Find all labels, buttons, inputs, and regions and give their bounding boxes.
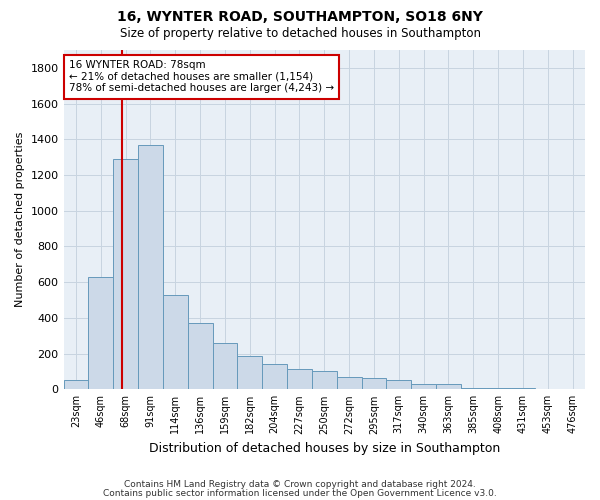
- Text: Size of property relative to detached houses in Southampton: Size of property relative to detached ho…: [119, 28, 481, 40]
- Text: Contains public sector information licensed under the Open Government Licence v3: Contains public sector information licen…: [103, 490, 497, 498]
- Bar: [262, 364, 287, 390]
- Bar: [511, 388, 535, 390]
- Bar: [337, 377, 362, 390]
- Bar: [287, 369, 312, 390]
- Bar: [138, 144, 163, 390]
- Bar: [411, 384, 436, 390]
- Text: Contains HM Land Registry data © Crown copyright and database right 2024.: Contains HM Land Registry data © Crown c…: [124, 480, 476, 489]
- Bar: [436, 384, 461, 390]
- Bar: [312, 370, 337, 390]
- Bar: [163, 294, 188, 390]
- Bar: [88, 277, 113, 390]
- Bar: [461, 388, 485, 390]
- Bar: [188, 323, 212, 390]
- Bar: [212, 343, 238, 390]
- Bar: [560, 389, 585, 390]
- Bar: [113, 159, 138, 390]
- X-axis label: Distribution of detached houses by size in Southampton: Distribution of detached houses by size …: [149, 442, 500, 455]
- Bar: [362, 378, 386, 390]
- Bar: [238, 356, 262, 390]
- Bar: [485, 388, 511, 390]
- Bar: [64, 380, 88, 390]
- Bar: [535, 388, 560, 390]
- Bar: [386, 380, 411, 390]
- Text: 16 WYNTER ROAD: 78sqm
← 21% of detached houses are smaller (1,154)
78% of semi-d: 16 WYNTER ROAD: 78sqm ← 21% of detached …: [69, 60, 334, 94]
- Text: 16, WYNTER ROAD, SOUTHAMPTON, SO18 6NY: 16, WYNTER ROAD, SOUTHAMPTON, SO18 6NY: [117, 10, 483, 24]
- Y-axis label: Number of detached properties: Number of detached properties: [15, 132, 25, 308]
